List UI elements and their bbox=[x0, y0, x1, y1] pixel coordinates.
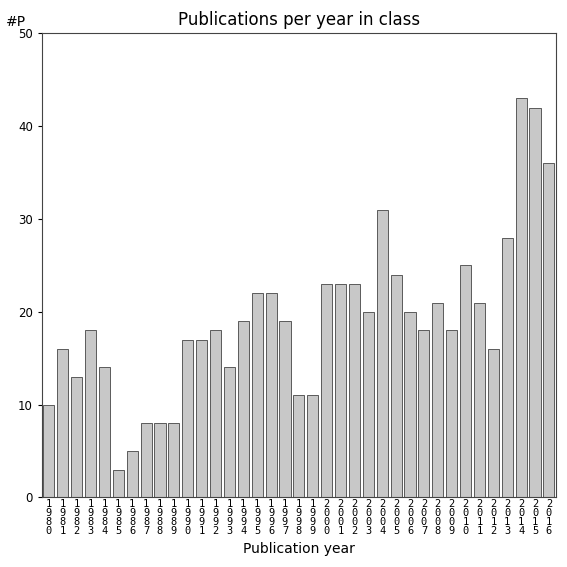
Bar bbox=[391, 274, 401, 497]
Bar bbox=[99, 367, 110, 497]
Bar bbox=[335, 284, 346, 497]
Bar bbox=[349, 284, 360, 497]
Bar bbox=[168, 423, 179, 497]
Bar bbox=[404, 312, 416, 497]
Bar bbox=[460, 265, 471, 497]
Bar bbox=[224, 367, 235, 497]
Bar bbox=[376, 210, 388, 497]
Bar bbox=[474, 303, 485, 497]
Bar bbox=[363, 312, 374, 497]
Bar bbox=[141, 423, 151, 497]
Bar bbox=[43, 405, 54, 497]
X-axis label: Publication year: Publication year bbox=[243, 542, 355, 556]
Bar bbox=[238, 321, 249, 497]
Bar bbox=[126, 451, 138, 497]
Bar bbox=[210, 331, 221, 497]
Bar bbox=[432, 303, 443, 497]
Bar bbox=[515, 99, 527, 497]
Bar bbox=[543, 163, 555, 497]
Bar bbox=[265, 293, 277, 497]
Bar bbox=[57, 349, 68, 497]
Bar bbox=[280, 321, 290, 497]
Bar bbox=[502, 238, 513, 497]
Bar bbox=[71, 376, 82, 497]
Bar bbox=[113, 469, 124, 497]
Bar bbox=[85, 331, 96, 497]
Bar bbox=[293, 395, 304, 497]
Title: Publications per year in class: Publications per year in class bbox=[178, 11, 420, 29]
Bar bbox=[321, 284, 332, 497]
Bar bbox=[182, 340, 193, 497]
Bar bbox=[488, 349, 499, 497]
Bar bbox=[154, 423, 166, 497]
Text: #P: #P bbox=[6, 15, 26, 29]
Bar bbox=[446, 331, 457, 497]
Bar bbox=[196, 340, 207, 497]
Bar bbox=[252, 293, 263, 497]
Bar bbox=[418, 331, 429, 497]
Bar bbox=[307, 395, 318, 497]
Bar bbox=[530, 108, 540, 497]
